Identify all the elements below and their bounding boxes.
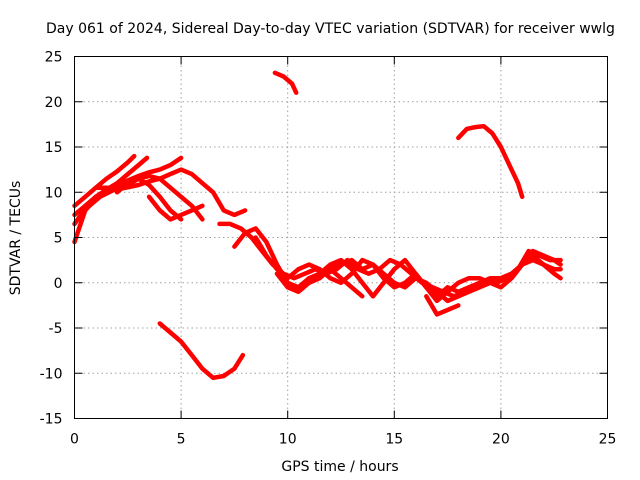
y-tick-label: 5 bbox=[54, 231, 63, 247]
y-tick-label: -15 bbox=[40, 412, 63, 428]
x-tick-label: 20 bbox=[492, 432, 510, 448]
series-arc-14 bbox=[424, 294, 461, 317]
series-arc-7 bbox=[146, 194, 205, 222]
y-tick-label: 10 bbox=[45, 185, 63, 201]
x-tick-label: 25 bbox=[599, 432, 617, 448]
series-arc-8 bbox=[157, 321, 246, 381]
series-arc-5 bbox=[93, 173, 205, 222]
data-series bbox=[72, 70, 563, 381]
y-axis-label: SDTVAR / TECUs bbox=[8, 181, 24, 296]
series-arc-1 bbox=[72, 153, 137, 209]
axis-ticks: 0 5 10 15 20 25 -15 -10 -5 0 5 10 15 20 25 bbox=[40, 50, 617, 448]
x-tick-label: 0 bbox=[70, 432, 79, 448]
series-arc-16 bbox=[456, 123, 525, 200]
series-arc-13 bbox=[306, 266, 365, 299]
y-tick-label: 15 bbox=[45, 140, 63, 156]
x-tick-label: 15 bbox=[385, 432, 403, 448]
y-tick-label: -10 bbox=[40, 366, 63, 382]
x-axis-label: GPS time / hours bbox=[281, 459, 398, 475]
x-tick-label: 5 bbox=[177, 432, 186, 448]
y-tick-label: 0 bbox=[54, 276, 63, 292]
series-arc-11 bbox=[253, 235, 563, 299]
series-arc-15 bbox=[272, 70, 299, 95]
y-tick-label: -5 bbox=[49, 321, 63, 337]
x-tick-label: 10 bbox=[279, 432, 297, 448]
y-tick-label: 25 bbox=[45, 50, 63, 66]
y-tick-label: 20 bbox=[45, 95, 63, 111]
series-arc-6 bbox=[114, 176, 184, 222]
chart-title: Day 061 of 2024, Sidereal Day-to-day VTE… bbox=[46, 21, 615, 37]
